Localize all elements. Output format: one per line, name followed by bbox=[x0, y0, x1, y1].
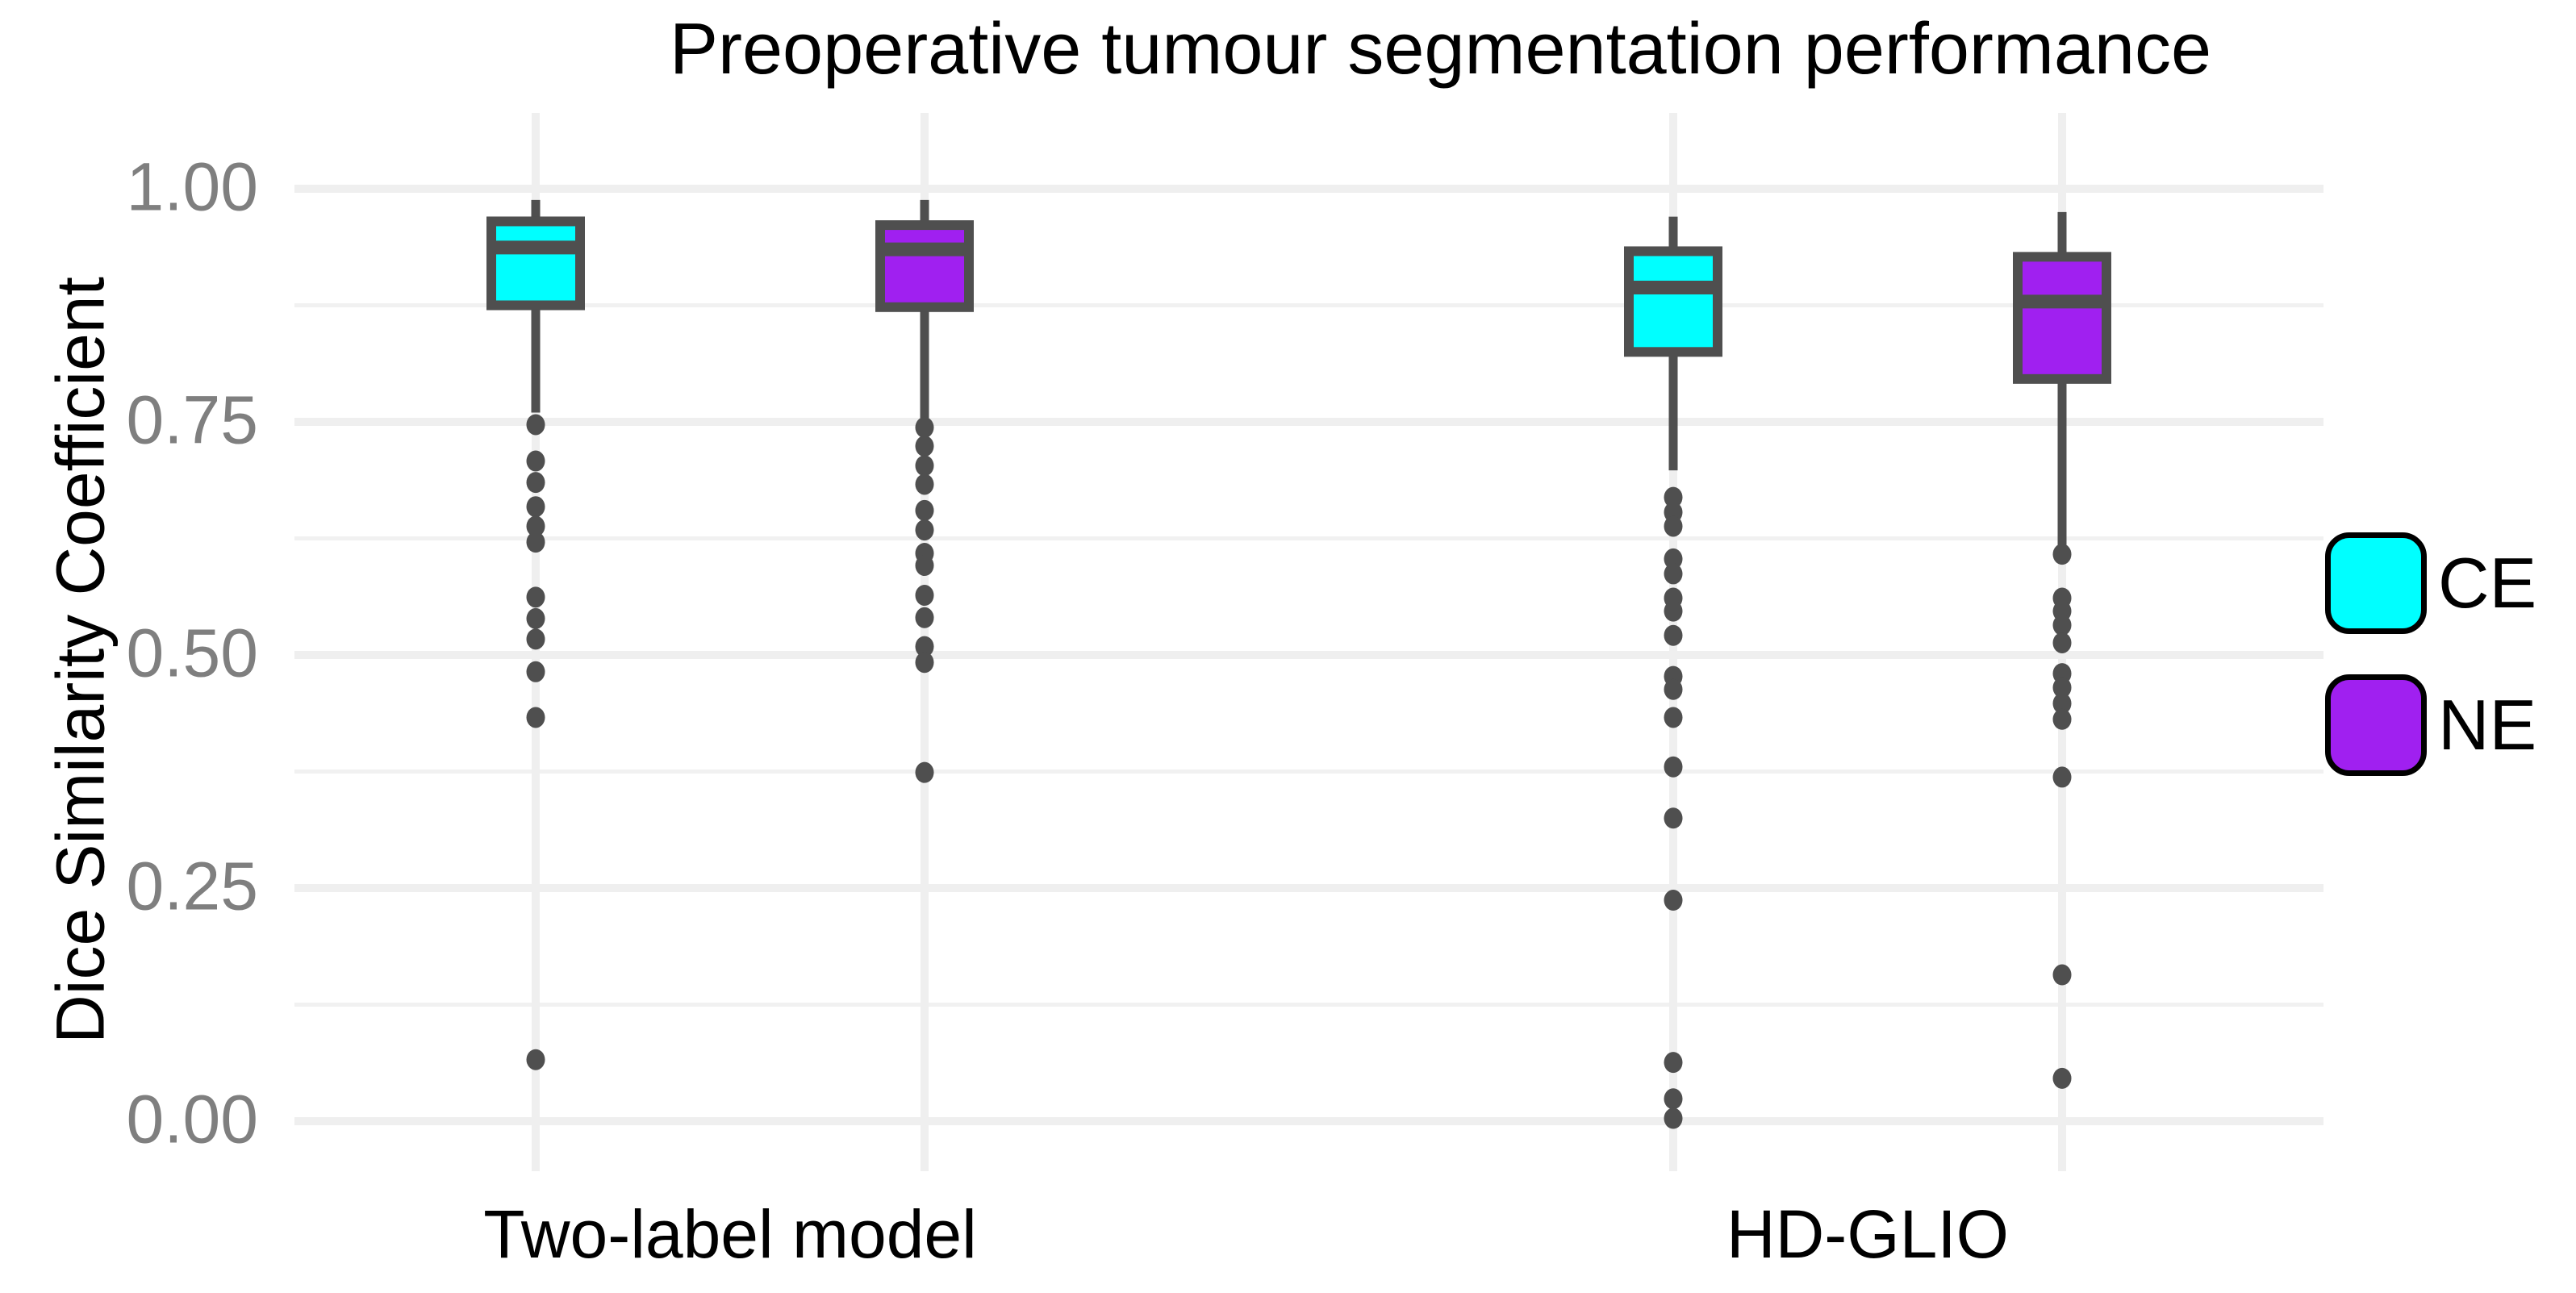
outlier-point-ce-hd-glio bbox=[1664, 600, 1683, 622]
outlier-point-ce-hd-glio bbox=[1664, 807, 1683, 829]
outlier-point-ce-two-label-model bbox=[526, 586, 545, 608]
outlier-point-ce-hd-glio bbox=[1664, 678, 1683, 700]
outlier-point-ce-two-label-model bbox=[526, 661, 545, 682]
outlier-point-ce-hd-glio bbox=[1664, 890, 1683, 911]
outlier-point-ce-hd-glio bbox=[1664, 1052, 1683, 1074]
y-tick-label: 1.00 bbox=[126, 148, 259, 225]
x-tick-label: Two-label model bbox=[483, 1196, 977, 1272]
box-ne-two-label-model bbox=[875, 220, 974, 312]
chart-title: Preoperative tumour segmentation perform… bbox=[670, 9, 2212, 90]
outlier-point-ce-hd-glio bbox=[1664, 624, 1683, 646]
outlier-point-ne-two-label-model bbox=[915, 607, 934, 628]
outlier-point-ce-hd-glio bbox=[1664, 1107, 1683, 1129]
outlier-point-ce-two-label-model bbox=[526, 532, 545, 553]
outlier-point-ne-two-label-model bbox=[915, 499, 934, 521]
box-ne-hd-glio bbox=[2013, 252, 2111, 384]
y-tick-label: 0.00 bbox=[126, 1081, 259, 1157]
outlier-point-ce-two-label-model bbox=[526, 496, 545, 518]
outlier-point-ce-hd-glio bbox=[1664, 707, 1683, 728]
outlier-point-ce-two-label-model bbox=[526, 472, 545, 494]
outlier-point-ne-two-label-model bbox=[915, 585, 934, 607]
legend: CE NE bbox=[2325, 532, 2536, 816]
x-tick-label: HD-GLIO bbox=[1726, 1196, 2010, 1272]
legend-item-ne: NE bbox=[2325, 674, 2536, 776]
outlier-point-ne-two-label-model bbox=[915, 455, 934, 477]
outlier-point-ne-two-label-model bbox=[915, 636, 934, 657]
y-tick-label: 0.75 bbox=[126, 382, 259, 458]
outlier-point-ce-two-label-model bbox=[526, 628, 545, 650]
outlier-point-ce-two-label-model bbox=[526, 707, 545, 728]
outlier-point-ce-two-label-model bbox=[526, 515, 545, 537]
legend-item-ce: CE bbox=[2325, 532, 2536, 634]
outlier-point-ne-hd-glio bbox=[2052, 677, 2072, 699]
outlier-point-ne-two-label-model bbox=[915, 555, 934, 577]
legend-label-ne: NE bbox=[2438, 685, 2537, 765]
outlier-point-ce-hd-glio bbox=[1664, 548, 1683, 569]
outlier-point-ne-two-label-model bbox=[915, 473, 934, 495]
box-ce-two-label-model bbox=[486, 216, 585, 311]
outlier-point-ce-hd-glio bbox=[1664, 756, 1683, 778]
outlier-point-ne-two-label-model bbox=[915, 652, 934, 674]
outlier-point-ne-hd-glio bbox=[2052, 1067, 2072, 1089]
outlier-point-ne-two-label-model bbox=[915, 436, 934, 457]
outlier-point-ce-two-label-model bbox=[526, 1049, 545, 1070]
legend-swatch-ne bbox=[2325, 674, 2427, 776]
box-ce-hd-glio bbox=[1624, 246, 1722, 357]
outlier-point-ne-hd-glio bbox=[2052, 632, 2072, 653]
outlier-point-ne-hd-glio bbox=[2052, 708, 2072, 730]
outlier-point-ne-two-label-model bbox=[915, 416, 934, 438]
outlier-point-ce-two-label-model bbox=[526, 607, 545, 629]
outlier-point-ne-hd-glio bbox=[2052, 964, 2072, 986]
legend-swatch-ce bbox=[2325, 532, 2427, 634]
outlier-point-ne-two-label-model bbox=[915, 519, 934, 541]
outlier-point-ce-hd-glio bbox=[1664, 486, 1683, 508]
outlier-point-ne-two-label-model bbox=[915, 761, 934, 783]
outlier-point-ce-hd-glio bbox=[1664, 1088, 1683, 1110]
y-tick-label: 0.25 bbox=[126, 848, 259, 924]
outlier-point-ce-two-label-model bbox=[526, 450, 545, 472]
outlier-point-ce-hd-glio bbox=[1664, 515, 1683, 537]
outlier-point-ne-hd-glio bbox=[2052, 544, 2072, 565]
outlier-point-ne-hd-glio bbox=[2052, 615, 2072, 636]
y-tick-label: 0.50 bbox=[126, 615, 259, 691]
outlier-point-ne-hd-glio bbox=[2052, 693, 2072, 715]
legend-label-ce: CE bbox=[2438, 543, 2537, 623]
outlier-point-ce-hd-glio bbox=[1664, 563, 1683, 585]
outlier-point-ce-two-label-model bbox=[526, 414, 545, 436]
outlier-point-ne-hd-glio bbox=[2052, 766, 2072, 788]
